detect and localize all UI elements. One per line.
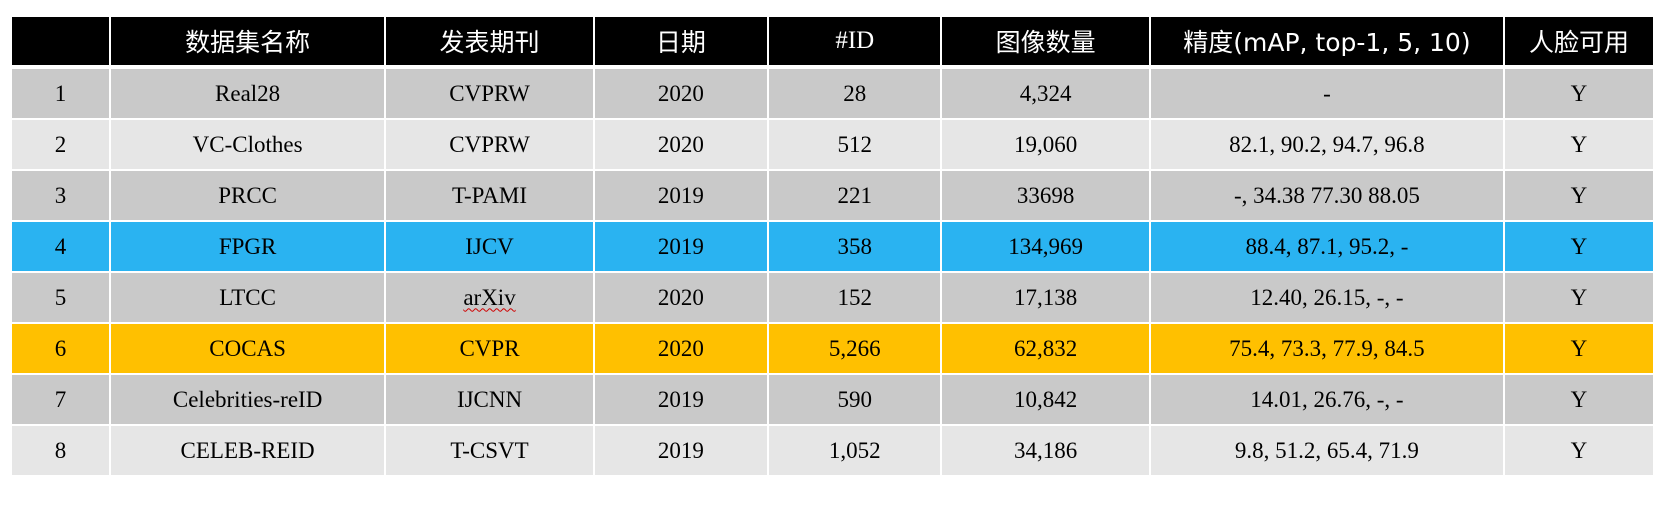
cell-dataset-name: COCAS [108, 322, 387, 375]
table-row-highlighted-yellow: 6 COCAS CVPR 2020 5,266 62,832 75.4, 73.… [10, 322, 1656, 375]
cell-venue: IJCV [384, 220, 595, 273]
cell-index: 5 [10, 271, 111, 324]
table-row: 3 PRCC T-PAMI 2019 221 33698 -, 34.38 77… [10, 169, 1656, 222]
cell-dataset-name: Real28 [108, 66, 387, 120]
cell-index: 4 [10, 220, 111, 273]
cell-image-count: 33698 [940, 169, 1151, 222]
header-date: 日期 [592, 15, 770, 69]
cell-index: 7 [10, 373, 111, 426]
cell-image-count: 134,969 [940, 220, 1151, 273]
header-index [10, 15, 111, 69]
header-venue: 发表期刊 [384, 15, 595, 69]
header-accuracy-text: 精度(mAP, top-1, 5, 10) [1183, 28, 1471, 57]
cell-venue: IJCNN [384, 373, 595, 426]
cell-face-available: Y [1502, 322, 1656, 375]
table-row: 1 Real28 CVPRW 2020 28 4,324 - Y [10, 66, 1656, 120]
header-row: 数据集名称 发表期刊 日期 #ID 图像数量 精度(mAP, top-1, 5,… [10, 15, 1656, 69]
cell-venue: arXiv [384, 271, 595, 324]
cell-index: 1 [10, 66, 111, 120]
cell-id-count: 512 [767, 118, 943, 171]
cell-face-available: Y [1502, 118, 1656, 171]
cell-date: 2020 [592, 66, 770, 120]
cell-image-count: 34,186 [940, 424, 1151, 477]
cell-image-count: 19,060 [940, 118, 1151, 171]
cell-face-available: Y [1502, 66, 1656, 120]
cell-date: 2020 [592, 271, 770, 324]
cell-date: 2019 [592, 220, 770, 273]
cell-accuracy: - [1148, 66, 1505, 120]
cell-accuracy: 12.40, 26.15, -, - [1148, 271, 1505, 324]
cell-accuracy: 14.01, 26.76, -, - [1148, 373, 1505, 426]
cell-index: 3 [10, 169, 111, 222]
cell-dataset-name: Celebrities-reID [108, 373, 387, 426]
cell-id-count: 28 [767, 66, 943, 120]
cell-venue-text: arXiv [463, 284, 516, 310]
header-dataset-name: 数据集名称 [108, 15, 387, 69]
header-accuracy: 精度(mAP, top-1, 5, 10) [1148, 15, 1505, 69]
cell-image-count: 4,324 [940, 66, 1151, 120]
table-row-highlighted-blue: 4 FPGR IJCV 2019 358 134,969 88.4, 87.1,… [10, 220, 1656, 273]
cell-id-count: 152 [767, 271, 943, 324]
dataset-table-container: 数据集名称 发表期刊 日期 #ID 图像数量 精度(mAP, top-1, 5,… [10, 15, 1656, 477]
cell-venue: CVPRW [384, 118, 595, 171]
cell-dataset-name: VC-Clothes [108, 118, 387, 171]
cell-dataset-name-text: Celebrities-reID [172, 386, 323, 412]
cell-venue: CVPR [384, 322, 595, 375]
cell-id-count: 221 [767, 169, 943, 222]
cell-index: 2 [10, 118, 111, 171]
table-row: 8 CELEB-REID T-CSVT 2019 1,052 34,186 9.… [10, 424, 1656, 477]
cell-id-count: 5,266 [767, 322, 943, 375]
cell-id-count: 1,052 [767, 424, 943, 477]
cell-id-count: 590 [767, 373, 943, 426]
cell-accuracy: 88.4, 87.1, 95.2, - [1148, 220, 1505, 273]
cell-venue: CVPRW [384, 66, 595, 120]
header-image-count: 图像数量 [940, 15, 1151, 69]
cell-accuracy: -, 34.38 77.30 88.05 [1148, 169, 1505, 222]
cell-face-available: Y [1502, 373, 1656, 426]
cell-date: 2020 [592, 322, 770, 375]
cell-dataset-name: PRCC [108, 169, 387, 222]
cell-venue: T-PAMI [384, 169, 595, 222]
cell-date: 2019 [592, 424, 770, 477]
cell-index: 8 [10, 424, 111, 477]
cell-date: 2019 [592, 373, 770, 426]
cell-face-available: Y [1502, 220, 1656, 273]
cell-venue: T-CSVT [384, 424, 595, 477]
cell-date: 2019 [592, 169, 770, 222]
header-face-available: 人脸可用 [1502, 15, 1656, 69]
cell-image-count: 10,842 [940, 373, 1151, 426]
cell-dataset-name: LTCC [108, 271, 387, 324]
cell-date: 2020 [592, 118, 770, 171]
cell-face-available: Y [1502, 271, 1656, 324]
cell-dataset-name: FPGR [108, 220, 387, 273]
cell-accuracy: 82.1, 90.2, 94.7, 96.8 [1148, 118, 1505, 171]
dataset-comparison-table: 数据集名称 发表期刊 日期 #ID 图像数量 精度(mAP, top-1, 5,… [10, 15, 1656, 477]
cell-dataset-name: CELEB-REID [108, 424, 387, 477]
cell-accuracy: 9.8, 51.2, 65.4, 71.9 [1148, 424, 1505, 477]
table-row: 5 LTCC arXiv 2020 152 17,138 12.40, 26.1… [10, 271, 1656, 324]
cell-face-available: Y [1502, 424, 1656, 477]
cell-image-count: 62,832 [940, 322, 1151, 375]
cell-image-count: 17,138 [940, 271, 1151, 324]
table-row: 7 Celebrities-reID IJCNN 2019 590 10,842… [10, 373, 1656, 426]
cell-accuracy: 75.4, 73.3, 77.9, 84.5 [1148, 322, 1505, 375]
cell-index: 6 [10, 322, 111, 375]
cell-id-count: 358 [767, 220, 943, 273]
header-id-count: #ID [767, 15, 943, 69]
table-row: 2 VC-Clothes CVPRW 2020 512 19,060 82.1,… [10, 118, 1656, 171]
cell-face-available: Y [1502, 169, 1656, 222]
